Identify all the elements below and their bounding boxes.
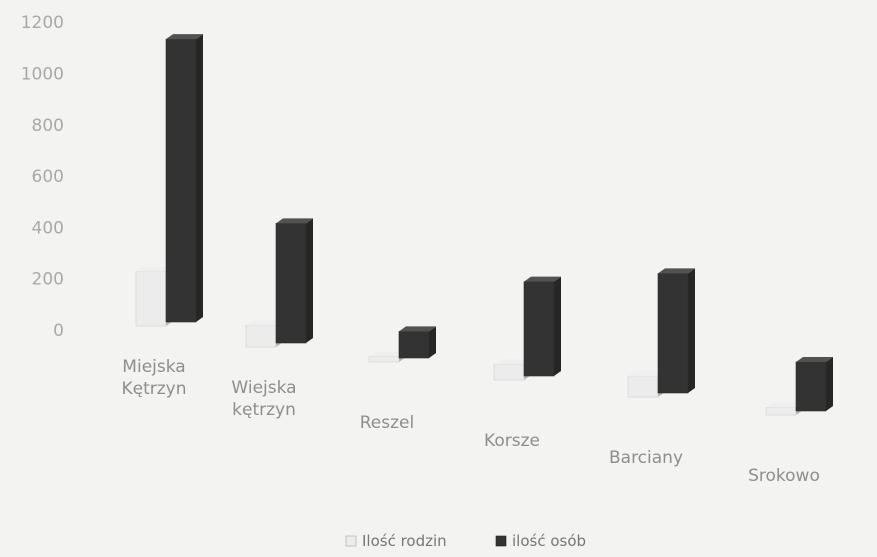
bar-side (196, 34, 203, 323)
bar-front (795, 361, 827, 412)
bar-side (688, 268, 695, 393)
bar-ilosc-osob (275, 218, 313, 344)
bar-top (796, 356, 833, 362)
y-tick-label: 200 (32, 270, 64, 290)
bar-top (136, 266, 173, 272)
category-label: Barciany (609, 448, 683, 468)
y-tick-label: 600 (32, 167, 64, 187)
y-tick-label: 1000 (21, 65, 64, 85)
bar-top (628, 371, 665, 377)
bars (135, 34, 833, 416)
bar-front (398, 331, 430, 359)
bar-side (429, 326, 436, 358)
bar-front (523, 281, 555, 377)
bar-top (276, 218, 313, 224)
category-labels: Miejska Kętrzyn Wiejska kętrzyn Reszel Korsze… (121, 357, 819, 486)
bar-top (524, 276, 561, 282)
bar-side (306, 218, 313, 343)
bar-front (493, 363, 525, 381)
bar-side (554, 276, 561, 376)
category-label: Reszel (360, 413, 414, 433)
legend: Ilość rodzin ilość osób (345, 532, 586, 550)
y-tick-label: 800 (32, 116, 64, 136)
category-label: Srokowo (748, 466, 820, 486)
legend-swatch (495, 535, 507, 547)
bar-top (494, 359, 531, 365)
category-label: Miejska Kętrzyn (121, 357, 186, 399)
bar-ilosc-osob (795, 356, 833, 412)
legend-label: ilość osób (512, 532, 586, 550)
bar-top (369, 351, 406, 357)
bar-ilosc-osob (523, 276, 561, 377)
bar-top (399, 326, 436, 332)
bar-ilosc-osob (398, 326, 436, 359)
y-axis-ticks: 0 200 400 600 800 1000 1200 (21, 13, 64, 341)
bar-ilosc-osob (165, 34, 203, 323)
bar-top (658, 268, 695, 274)
bar-ilosc-osob (657, 268, 695, 394)
category-label: Korsze (484, 431, 540, 451)
bar-front (275, 223, 307, 344)
bar-front (165, 38, 197, 323)
bar-front (368, 356, 400, 363)
legend-swatch (345, 535, 357, 547)
category-label: Wiejska kętrzyn (231, 378, 296, 420)
y-tick-label: 0 (53, 321, 64, 341)
bar-front (245, 324, 277, 348)
bar-top (766, 402, 803, 408)
bar-front (657, 273, 689, 394)
y-tick-label: 1200 (21, 13, 64, 33)
legend-label: Ilość rodzin (362, 532, 447, 550)
y-tick-label: 400 (32, 218, 64, 238)
bar-front (765, 406, 797, 416)
bar-side (826, 356, 833, 411)
bar-top (246, 320, 283, 326)
bar-top (166, 34, 203, 40)
bar-front (135, 271, 167, 327)
bar-front (627, 375, 659, 398)
